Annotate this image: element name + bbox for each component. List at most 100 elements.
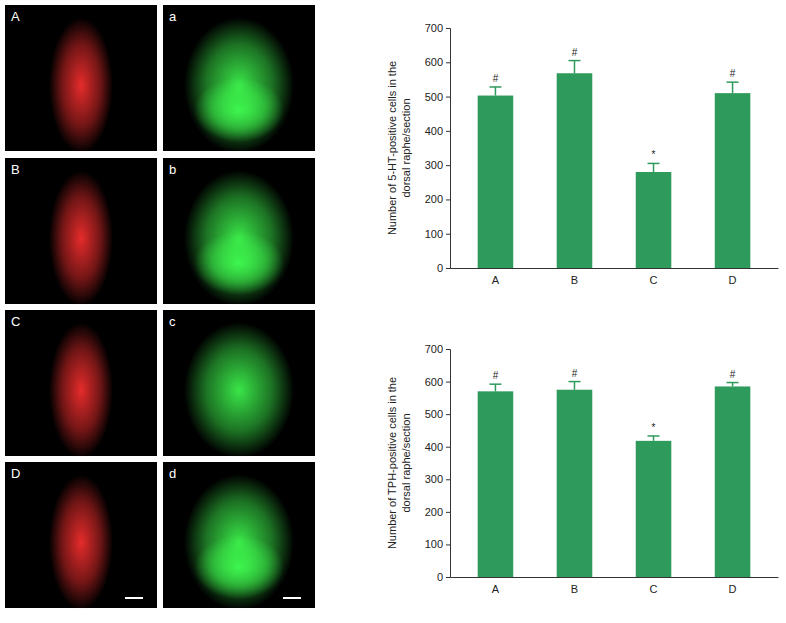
- y-tick-line: [446, 447, 450, 448]
- y-tick: 0: [437, 262, 450, 274]
- bar: [478, 96, 514, 268]
- error-bar-stem: [495, 87, 497, 96]
- x-axis-line: [451, 268, 779, 269]
- y-tick-line: [446, 512, 450, 513]
- y-tick-line: [446, 577, 450, 578]
- x-tick: C: [650, 577, 658, 595]
- y-tick-line: [446, 234, 450, 235]
- y-tick: 400: [425, 441, 450, 453]
- x-tick: B: [571, 577, 578, 595]
- y-tick-label: 500: [425, 91, 443, 103]
- stained-region: [49, 322, 113, 458]
- y-tick-line: [446, 479, 450, 480]
- y-tick-label: 700: [425, 22, 443, 34]
- significance-marker: #: [493, 73, 499, 84]
- panel-label: A: [11, 9, 20, 24]
- x-tick-label: B: [571, 583, 578, 595]
- bar: [636, 441, 672, 577]
- y-tick-label: 400: [425, 125, 443, 137]
- significance-marker: *: [652, 422, 656, 433]
- significance-marker: #: [730, 68, 736, 79]
- x-tick-label: A: [492, 583, 500, 595]
- y-axis-line: [446, 29, 451, 269]
- bar-chart: ##*#0100200300400500600700ABCDNumber of …: [386, 22, 779, 286]
- y-tick-label: 700: [425, 343, 443, 355]
- panel-label: D: [11, 466, 20, 481]
- panel-label: c: [169, 314, 176, 329]
- stained-region: [194, 78, 284, 142]
- x-tick: C: [650, 268, 658, 286]
- panel-label: B: [11, 162, 20, 177]
- bar: [557, 390, 593, 577]
- panel-label: d: [169, 466, 176, 481]
- significance-marker: #: [493, 370, 499, 381]
- micrograph-panel: a: [163, 5, 315, 153]
- error-bar-stem: [732, 82, 734, 93]
- micrograph-panel: C: [5, 310, 157, 458]
- error-bar-cap: [568, 381, 580, 383]
- error-bar: [489, 87, 501, 96]
- stained-region: [194, 535, 284, 599]
- micrograph-panel: D: [5, 462, 157, 610]
- y-tick-line: [446, 131, 450, 132]
- stained-region: [184, 170, 294, 306]
- micrograph-panel: b: [163, 158, 315, 306]
- y-tick-line: [446, 382, 450, 383]
- x-tick-label: A: [492, 274, 500, 286]
- error-bar-stem: [574, 382, 576, 390]
- micrograph-panel: c: [163, 310, 315, 458]
- y-axis-title-line: Number of 5-HT-positive cells in the: [386, 61, 398, 235]
- y-tick-line: [446, 28, 450, 29]
- x-axis: ABCD: [451, 268, 779, 286]
- y-tick: 100: [425, 228, 450, 240]
- y-tick-line: [446, 165, 450, 166]
- error-bar-stem: [495, 384, 497, 391]
- y-tick: 700: [425, 343, 450, 355]
- y-tick-line: [446, 199, 450, 200]
- bar: [478, 391, 514, 577]
- y-tick-label: 500: [425, 408, 443, 420]
- y-tick: 500: [425, 91, 450, 103]
- y-tick-label: 300: [425, 159, 443, 171]
- stained-region: [194, 231, 284, 295]
- y-tick-label: 300: [425, 473, 443, 485]
- significance-marker: *: [652, 149, 656, 160]
- y-axis-title-line: dorsal raphe/section: [400, 98, 412, 197]
- error-bar-cap: [648, 163, 660, 165]
- error-bar: [648, 436, 660, 441]
- y-tick: 400: [425, 125, 450, 137]
- y-axis-title-line: Number of TPH-positive cells in the: [386, 377, 398, 549]
- x-tick: D: [729, 268, 737, 286]
- bar: [715, 386, 751, 577]
- stained-region: [184, 17, 294, 153]
- bar: [557, 73, 593, 268]
- stained-region: [49, 170, 113, 306]
- y-tick: 300: [425, 159, 450, 171]
- panel-label: a: [169, 9, 177, 24]
- x-tick-label: D: [729, 274, 737, 286]
- y-tick: 600: [425, 376, 450, 388]
- stained-region: [49, 474, 113, 610]
- y-tick-label: 0: [437, 262, 443, 274]
- bar: [715, 93, 751, 268]
- error-bar-cap: [489, 383, 501, 385]
- y-tick-label: 0: [437, 571, 443, 583]
- x-tick-label: D: [729, 583, 737, 595]
- x-tick-label: C: [650, 583, 658, 595]
- y-tick-line: [446, 62, 450, 63]
- error-bar-cap: [727, 382, 739, 384]
- significance-marker: #: [572, 368, 578, 379]
- y-tick: 300: [425, 473, 450, 485]
- plot-area: [478, 61, 751, 268]
- bar-chart: ##*#0100200300400500600700ABCDNumber of …: [386, 343, 779, 595]
- plot-area: [478, 382, 751, 577]
- x-tick: A: [492, 577, 500, 595]
- x-axis-line: [451, 577, 779, 578]
- y-tick-label: 100: [425, 228, 443, 240]
- error-bar-stem: [574, 61, 576, 74]
- y-tick-label: 600: [425, 376, 443, 388]
- y-tick: 200: [425, 193, 450, 205]
- error-bar-cap: [568, 60, 580, 62]
- scale-bar: [283, 597, 301, 599]
- y-axis-title: Number of TPH-positive cells in thedorsa…: [386, 377, 412, 549]
